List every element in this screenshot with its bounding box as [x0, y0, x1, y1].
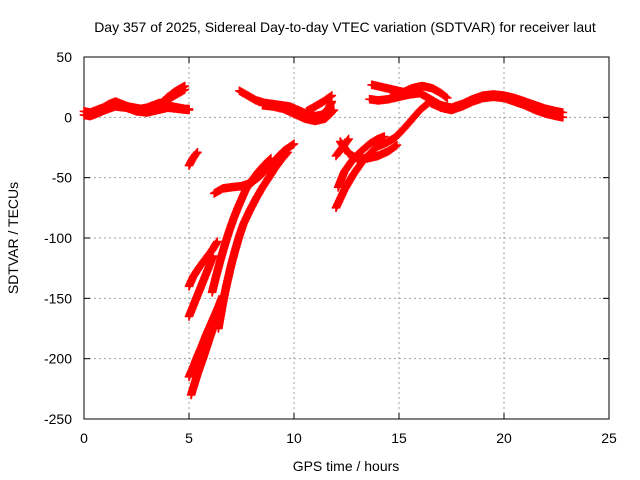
series-markers — [184, 237, 222, 291]
series-markers — [331, 98, 433, 213]
series-arc-12d — [331, 134, 353, 161]
series-markers — [258, 101, 339, 126]
x-axis-label: GPS time / hours — [293, 458, 400, 474]
x-tick-label: 0 — [80, 430, 88, 446]
y-tick-label: 50 — [56, 49, 72, 65]
series-dip-5a — [184, 148, 202, 170]
series-arc-mid-up — [302, 91, 337, 116]
series-markers — [184, 251, 218, 321]
series-band-late-low — [426, 92, 568, 122]
plot-frame — [83, 56, 610, 420]
series-markers — [161, 85, 190, 106]
x-tick-label: 5 — [185, 430, 193, 446]
series-arc-6b — [214, 148, 292, 333]
series-arc-12b — [333, 132, 389, 192]
series-band-mid-low — [258, 101, 339, 126]
y-tick-label: -200 — [44, 351, 72, 367]
series-markers — [214, 148, 292, 333]
y-tick-label: -150 — [44, 290, 72, 306]
series-arc-rise-4b — [161, 85, 190, 106]
y-tick-label: -100 — [44, 230, 72, 246]
y-tick-label: -50 — [52, 170, 72, 186]
y-tick-label: 0 — [64, 109, 72, 125]
x-tick-label: 20 — [496, 430, 512, 446]
series-arc-5c — [184, 251, 218, 321]
series-markers — [331, 134, 353, 161]
data-series — [79, 80, 568, 400]
series-arc-6c — [209, 139, 299, 198]
series-markers — [79, 102, 194, 121]
tick-labels: 0 5 10 15 20 25 50 0 -50 -100 -150 -200 -250 — [44, 49, 617, 446]
series-markers — [302, 91, 337, 116]
x-tick-label: 15 — [391, 430, 407, 446]
series-band-early-low — [79, 102, 194, 121]
series-markers — [333, 132, 389, 192]
series-arc-late-up2 — [386, 81, 452, 103]
y-axis-label: SDTVAR / TECUs — [5, 182, 21, 294]
series-arc-12c — [331, 98, 433, 213]
series-markers — [386, 81, 452, 103]
series-markers — [184, 148, 202, 170]
series-markers — [209, 139, 299, 198]
series-arc-5b — [184, 237, 222, 291]
x-tick-label: 25 — [601, 430, 617, 446]
chart-title: Day 357 of 2025, Sidereal Day-to-day VTE… — [94, 19, 596, 35]
series-markers — [426, 92, 568, 122]
x-tick-label: 10 — [286, 430, 302, 446]
y-tick-label: -250 — [44, 411, 72, 427]
